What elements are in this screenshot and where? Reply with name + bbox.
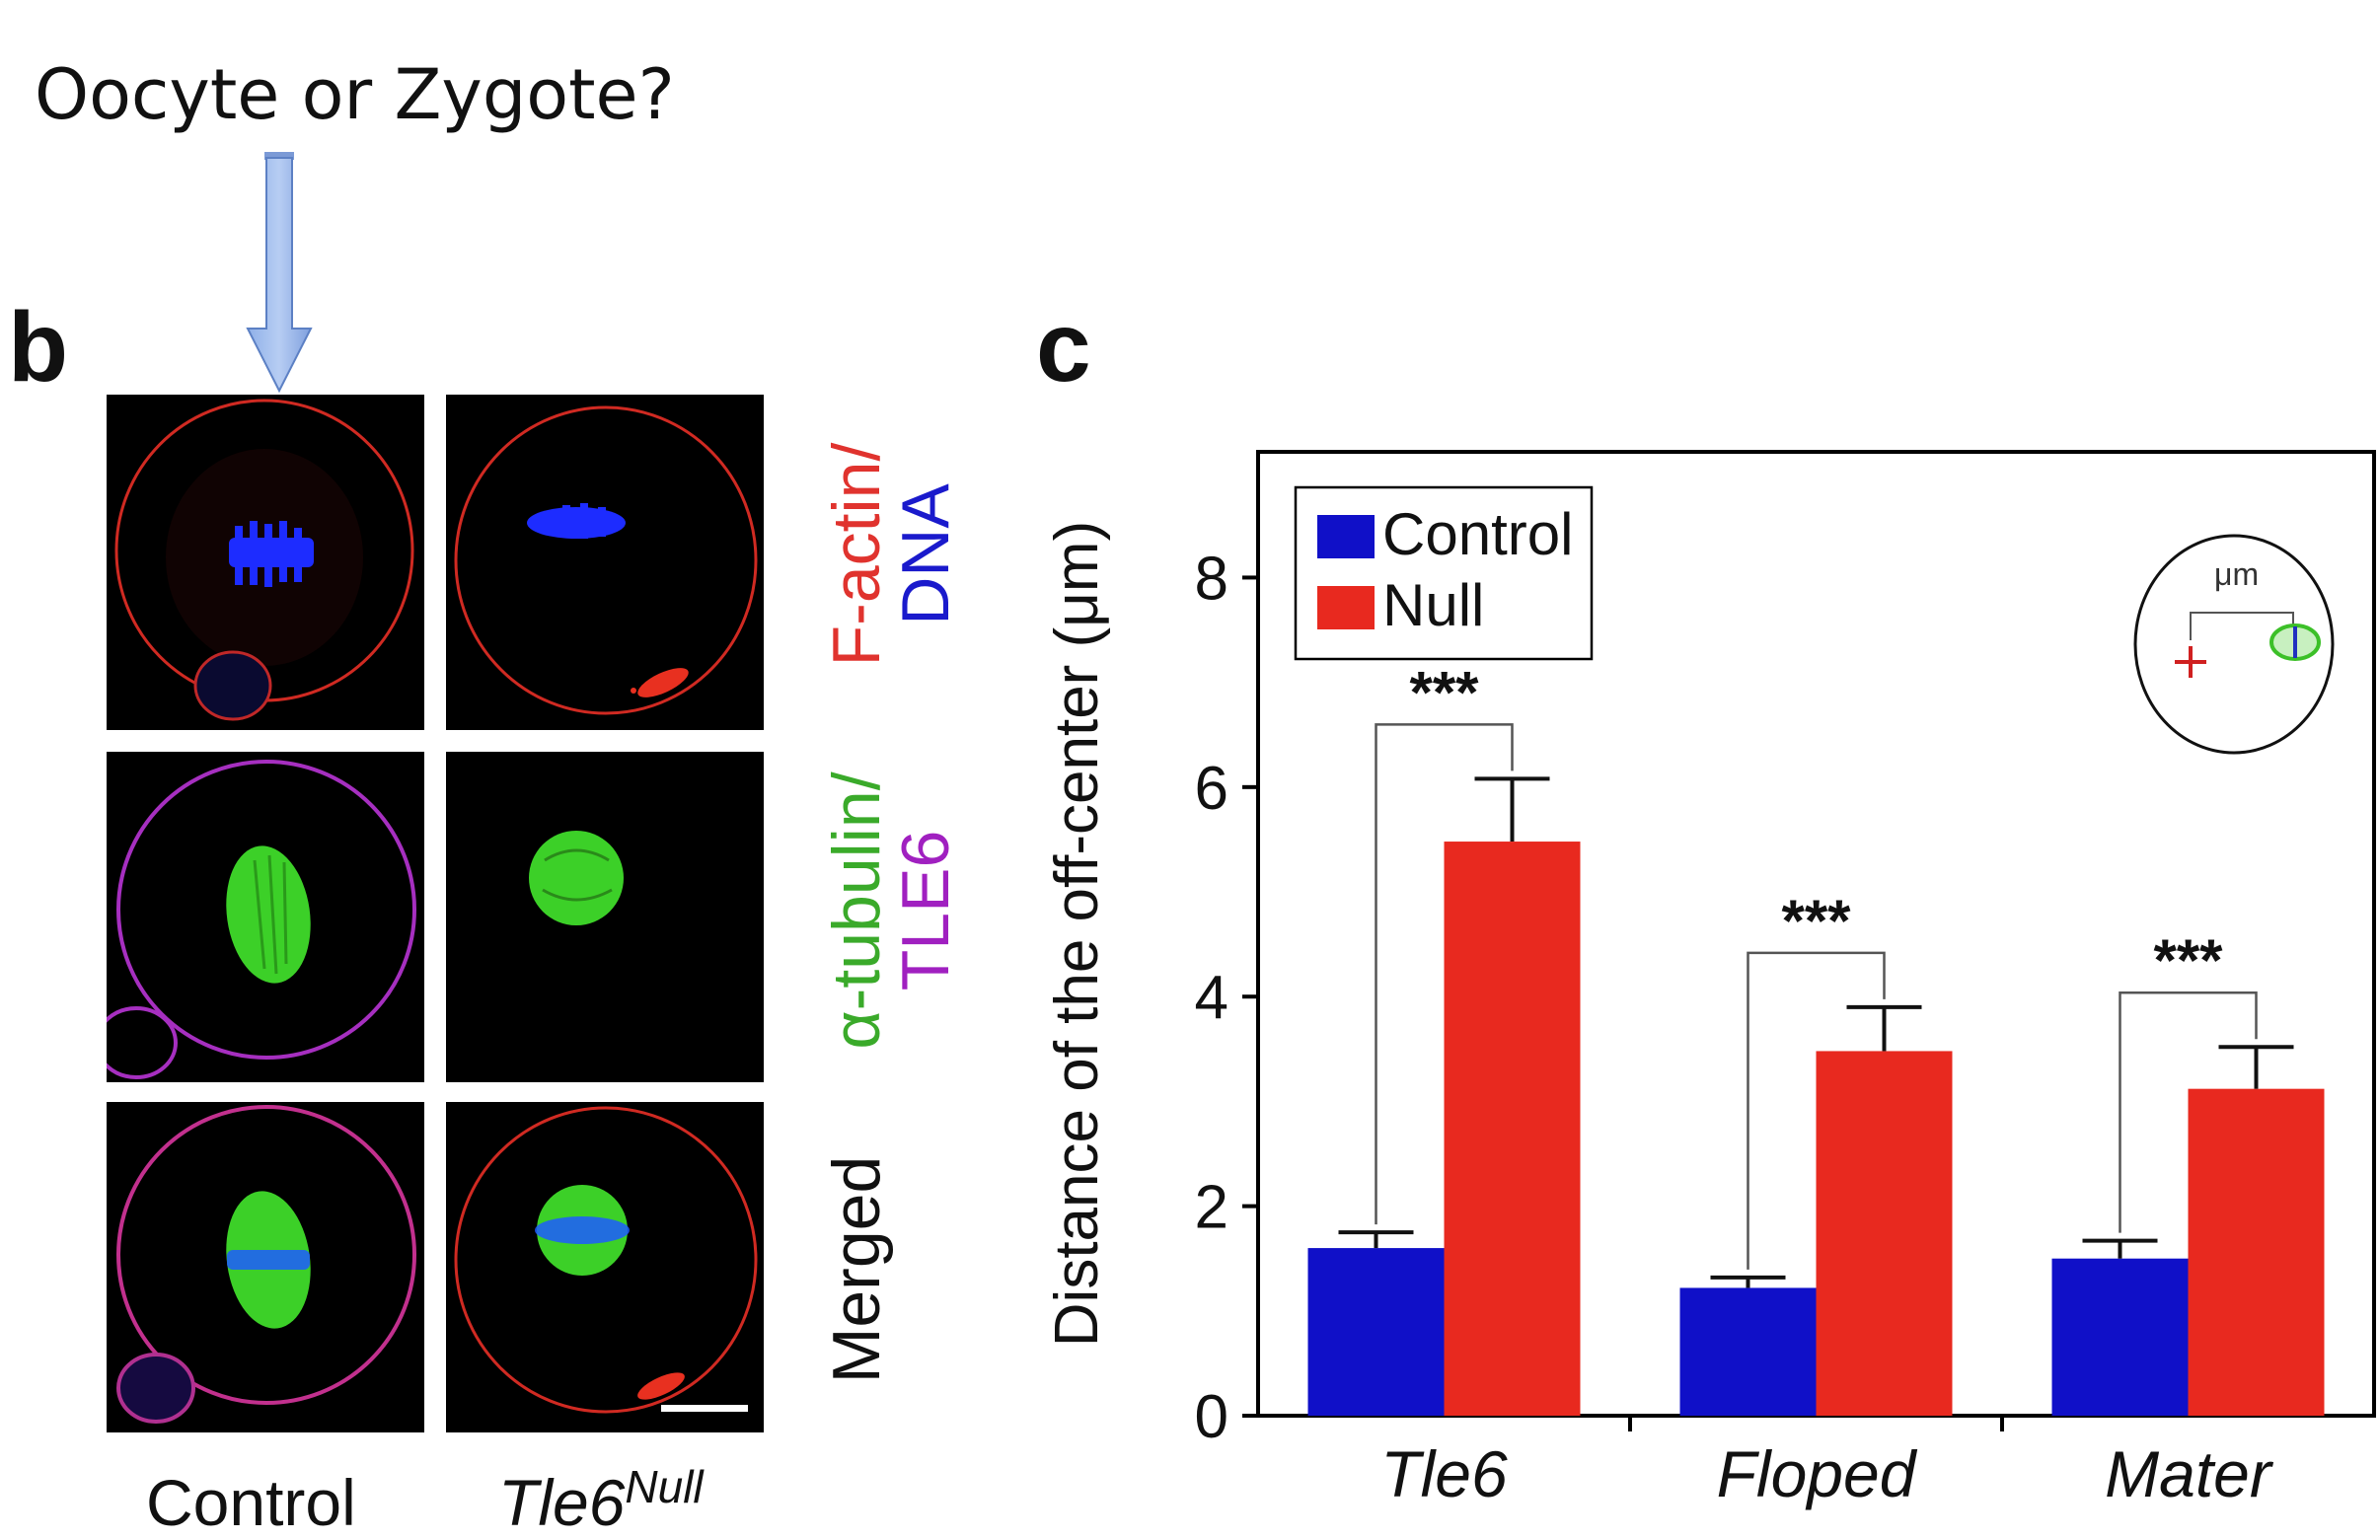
image-control-tubulin-tle6 (107, 752, 424, 1082)
legend-swatch-null (1317, 586, 1375, 629)
question-text: Oocyte or Zygote? (35, 54, 675, 135)
significance-bracket (2119, 990, 2258, 1233)
bar-control (1307, 1248, 1445, 1416)
down-arrow-icon (246, 152, 313, 394)
inset-distance-bracket (2190, 612, 2294, 640)
legend-label-null: Null (1382, 572, 1484, 638)
bar-null (2188, 1088, 2325, 1416)
significance-bracket (1747, 951, 1886, 1270)
scale-bar (661, 1405, 748, 1412)
legend-swatch-control (1317, 515, 1375, 558)
inset-unit-label: μm (2214, 556, 2259, 592)
panel-c-letter: c (1036, 292, 1091, 403)
significance-label: *** (1781, 888, 1851, 954)
panel-b-letter: b (8, 292, 69, 403)
legend-label-control: Control (1382, 501, 1573, 567)
image-null-merged (446, 1102, 764, 1432)
image-null-factin-dna (446, 395, 764, 730)
x-tick-label: Mater (2105, 1437, 2274, 1510)
significance-label: *** (2153, 927, 2223, 993)
col-label-control: Control (146, 1466, 356, 1539)
image-control-merged (107, 1102, 424, 1432)
significance-label: *** (1409, 659, 1479, 725)
inset-cell-outline (2133, 534, 2335, 755)
y-tick-label: 0 (1195, 1383, 1228, 1451)
y-tick-label: 8 (1195, 545, 1228, 613)
bar-null (1444, 842, 1581, 1416)
y-axis-label: Distance of the off-center (μm) (1043, 521, 1111, 1347)
x-tick-label: Tle6 (1380, 1437, 1508, 1510)
bar-control (2051, 1258, 2189, 1416)
y-tick-label: 2 (1195, 1174, 1228, 1242)
x-tick-label: Floped (1717, 1437, 1918, 1510)
significance-bracket (1375, 723, 1514, 1225)
row-label-merged: Merged (819, 1155, 894, 1384)
col-label-null: Tle6Null (498, 1461, 704, 1539)
bar-control (1679, 1287, 1817, 1416)
image-null-tubulin-tle6 (446, 752, 764, 1082)
y-tick-label: 6 (1195, 755, 1228, 823)
bar-null (1816, 1051, 1953, 1416)
image-control-factin-dna (107, 395, 424, 730)
y-tick-label: 4 (1195, 964, 1228, 1032)
bar-chart: 0 2 4 6 8 Distance of the off-center (μm) *** T… (1043, 450, 2376, 1510)
